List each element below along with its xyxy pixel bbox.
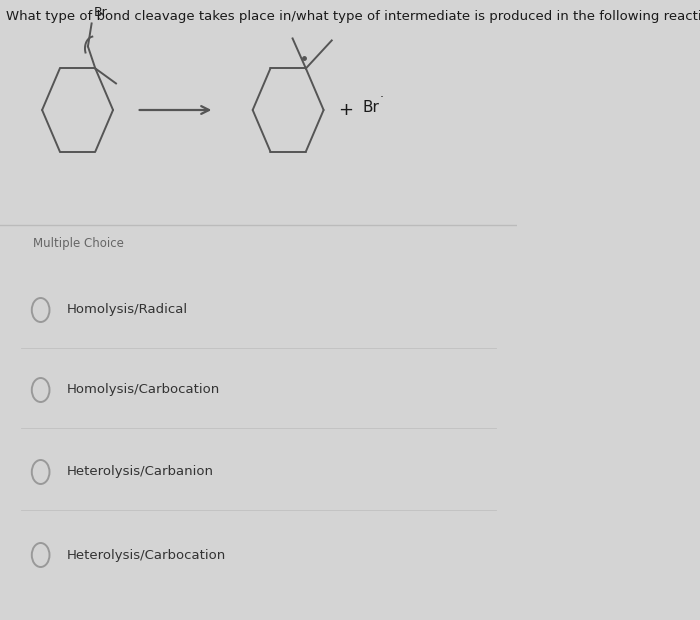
Text: What type of bond cleavage takes place in/what type of intermediate is produced : What type of bond cleavage takes place i… (6, 10, 700, 23)
Text: Br: Br (362, 100, 379, 115)
Text: Homolysis/Radical: Homolysis/Radical (66, 304, 188, 316)
Text: +: + (338, 101, 354, 119)
Text: Br: Br (94, 6, 108, 19)
Text: Heterolysis/Carbanion: Heterolysis/Carbanion (66, 466, 214, 479)
Text: Heterolysis/Carbocation: Heterolysis/Carbocation (66, 549, 225, 562)
Text: Multiple Choice: Multiple Choice (33, 237, 124, 250)
Text: ·: · (380, 92, 384, 105)
Text: Homolysis/Carbocation: Homolysis/Carbocation (66, 384, 220, 397)
